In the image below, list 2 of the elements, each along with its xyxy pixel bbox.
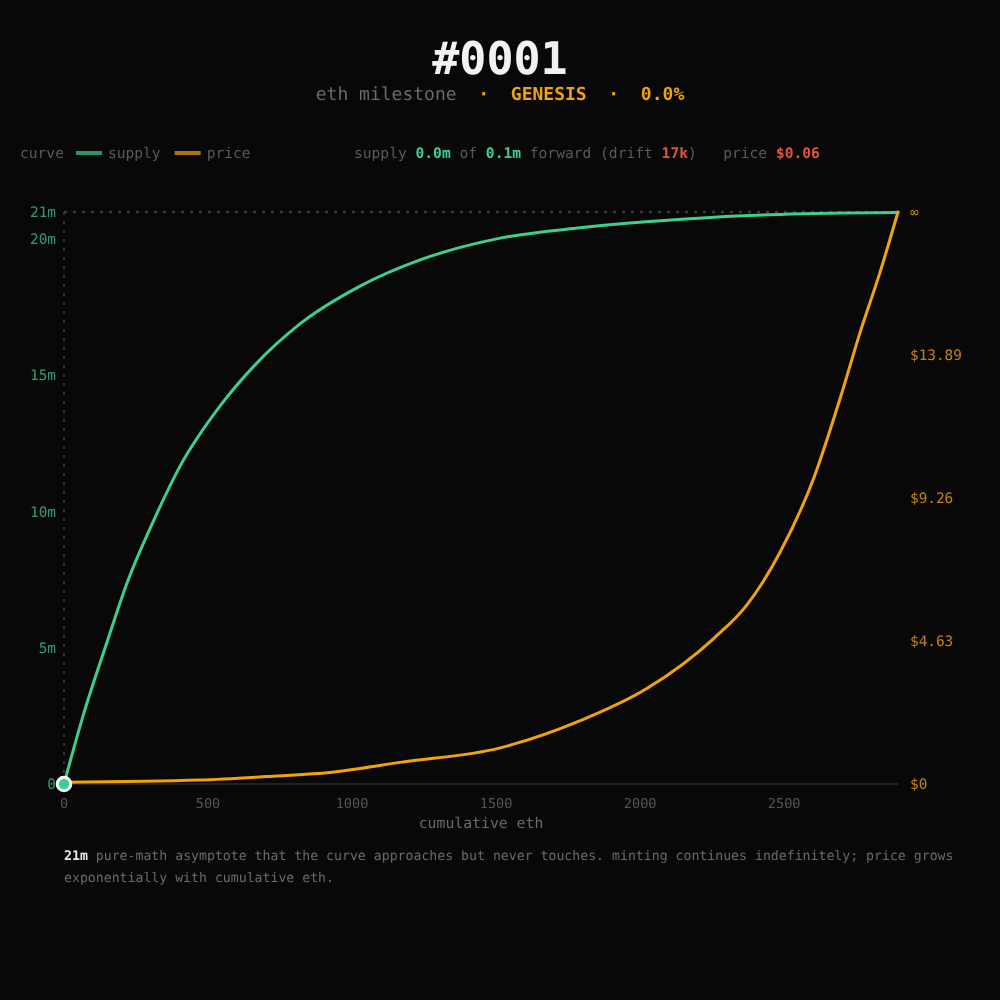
- chart-title: #0001: [432, 34, 568, 86]
- text: eth milestone · GENESIS · 0.0%: [315, 86, 685, 106]
